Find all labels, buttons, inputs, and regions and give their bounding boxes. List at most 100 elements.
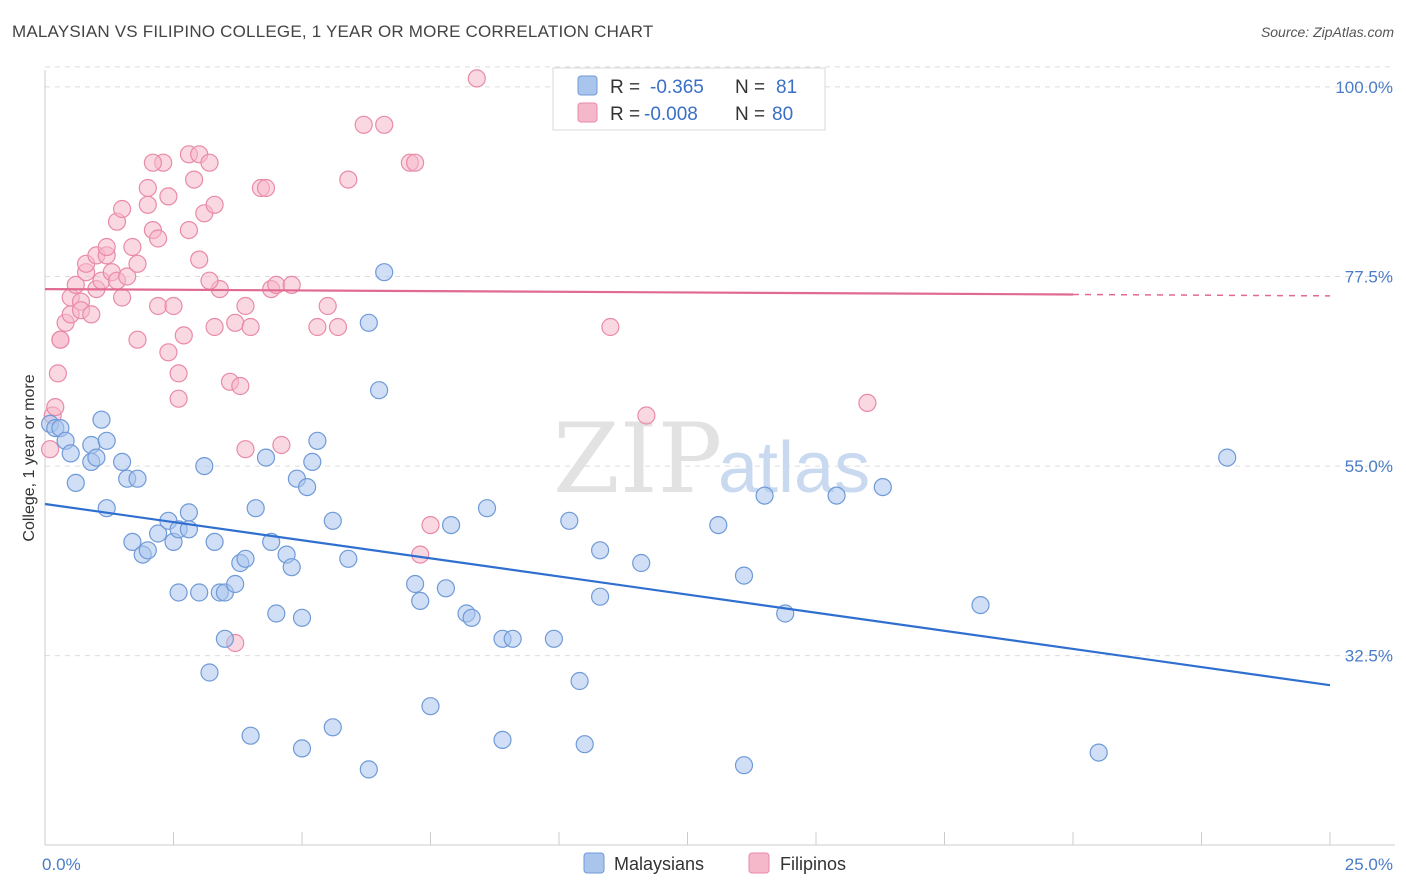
malaysian-point <box>179 503 198 522</box>
filipino-point <box>637 406 656 425</box>
malaysian-point <box>755 486 774 505</box>
filipino-point <box>149 296 168 316</box>
legend-r-label-1: R = <box>610 77 640 98</box>
y-axis-label: College, 1 year or more <box>21 374 38 541</box>
filipino-point <box>406 153 425 172</box>
malaysian-point <box>298 478 317 497</box>
malaysian-point <box>149 524 168 543</box>
malaysian-point <box>61 444 80 463</box>
legend-swatch-malaysians <box>577 75 598 96</box>
watermark-zip: ZIP <box>553 403 722 515</box>
malaysian-point <box>323 511 342 530</box>
filipino-point <box>185 170 204 189</box>
filipino-point <box>159 187 178 206</box>
filipino-point <box>138 195 157 214</box>
malaysian-point <box>827 486 846 505</box>
malaysian-point <box>873 478 892 497</box>
malaysian-point <box>262 532 281 552</box>
filipino-point <box>159 343 178 362</box>
malaysian-point <box>370 381 389 400</box>
malaysian-point <box>442 515 461 535</box>
malaysian-point <box>138 541 157 560</box>
malaysian-point <box>303 452 322 471</box>
filipino-point <box>118 267 137 286</box>
legend-swatch-filipinos <box>577 102 598 123</box>
legend-r-label-2: R = <box>610 104 640 125</box>
filipino-point <box>179 221 198 240</box>
malaysian-point <box>169 583 188 602</box>
malaysian-point <box>339 549 358 568</box>
filipino-point <box>164 296 183 316</box>
malaysian-point <box>560 511 579 530</box>
legend-n-value-1: 81 <box>776 77 797 98</box>
malaysian-point <box>359 760 378 779</box>
malaysian-point <box>66 473 85 492</box>
series-legend: Malaysians Filipinos <box>583 852 846 874</box>
filipino-point <box>205 317 224 337</box>
legend-n-label-1: N = <box>735 77 765 98</box>
malaysian-point <box>292 739 312 758</box>
malaysian-point <box>590 587 610 606</box>
malaysian-point <box>267 604 286 623</box>
malaysian-point <box>632 553 651 573</box>
malaysian-point <box>575 735 594 754</box>
chart-title: MALAYSIAN VS FILIPINO COLLEGE, 1 YEAR OR… <box>12 22 654 41</box>
malaysian-point <box>544 629 564 648</box>
malaysian-point <box>282 558 301 577</box>
filipino-point <box>97 237 116 257</box>
y-tick-label: 77.5% <box>1345 267 1393 286</box>
malaysian-point <box>246 499 265 518</box>
malaysian-point <box>971 595 990 615</box>
x-tick-label: 0.0% <box>42 855 81 874</box>
watermark-atlas: atlas <box>718 428 870 508</box>
filipino-point <box>354 115 373 134</box>
legend-n-label-2: N = <box>735 104 765 125</box>
filipino-point <box>282 275 301 294</box>
malaysian-point <box>128 469 147 488</box>
malaysian-point <box>1089 743 1108 762</box>
filipino-point <box>46 398 65 417</box>
malaysian-point <box>200 663 219 682</box>
filipino-point <box>149 229 168 248</box>
filipino-trend-line-extension <box>1072 293 1331 297</box>
chart-source: Source: ZipAtlas.com <box>1260 24 1394 40</box>
watermark: ZIP atlas <box>553 403 870 515</box>
malaysian-point <box>734 756 754 775</box>
filipino-point <box>236 296 255 316</box>
filipino-point <box>200 271 219 290</box>
data-points <box>40 69 1237 779</box>
legend-r-value-2: -0.008 <box>644 104 698 125</box>
filipino-point <box>82 305 101 324</box>
legend-r-value-1: -0.365 <box>650 77 704 98</box>
filipino-point <box>241 317 260 337</box>
malaysian-point <box>323 718 342 737</box>
malaysian-point <box>97 431 116 450</box>
malaysian-point <box>195 457 214 476</box>
filipino-point <box>256 178 276 198</box>
malaysian-point <box>215 629 234 648</box>
legend-n-value-2: 80 <box>772 104 793 125</box>
malaysian-point <box>92 410 111 429</box>
filipino-point <box>226 313 245 332</box>
malaysian-point <box>190 583 209 602</box>
malaysian-point <box>112 452 132 471</box>
x-tick-label: 25.0% <box>1345 855 1393 874</box>
filipino-point <box>328 317 348 337</box>
malaysian-point <box>292 608 312 627</box>
filipino-point <box>205 195 224 214</box>
filipino-point <box>200 153 219 172</box>
malaysian-point <box>421 697 440 716</box>
filipino-point <box>421 515 440 535</box>
malaysian-point <box>493 730 512 750</box>
malaysian-point <box>477 499 497 518</box>
malaysian-point <box>734 566 754 585</box>
filipino-point <box>123 237 142 257</box>
filipino-point <box>128 330 147 349</box>
y-tick-label: 100.0% <box>1335 78 1393 97</box>
y-tick-label: 55.0% <box>1345 457 1393 476</box>
filipino-point <box>128 254 147 273</box>
filipino-point <box>272 435 291 455</box>
malaysian-point <box>205 532 224 552</box>
trend-lines <box>44 288 1331 687</box>
filipino-point <box>467 69 486 88</box>
